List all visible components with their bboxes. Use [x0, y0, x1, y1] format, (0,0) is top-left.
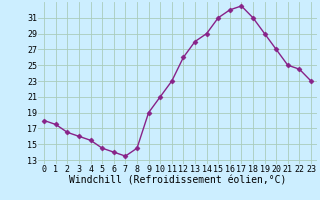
X-axis label: Windchill (Refroidissement éolien,°C): Windchill (Refroidissement éolien,°C) [69, 176, 286, 186]
